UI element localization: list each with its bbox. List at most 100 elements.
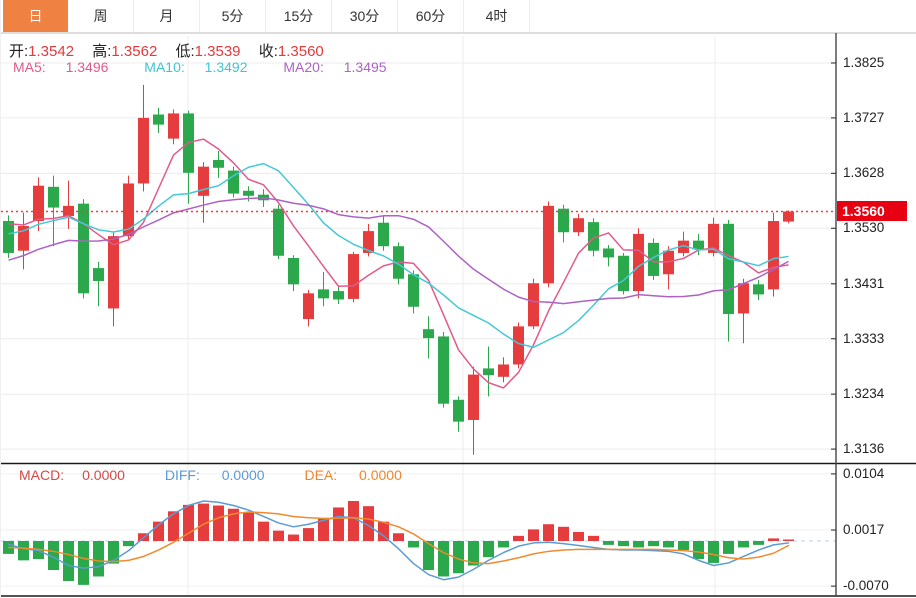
candle-body xyxy=(273,208,284,256)
macd-bar xyxy=(393,533,404,541)
candle-body xyxy=(318,289,329,299)
macd-bar xyxy=(753,541,764,545)
candle-body xyxy=(573,218,584,233)
macd-bar xyxy=(363,506,374,541)
candle-body xyxy=(708,223,719,253)
price-axis-label: 1.3727 xyxy=(843,109,885,125)
ma10-line xyxy=(8,162,789,349)
macd-bar xyxy=(738,541,749,548)
candle-body xyxy=(543,205,554,284)
macd-bar xyxy=(633,541,644,548)
macd-bar xyxy=(723,541,734,554)
macd-bar xyxy=(543,524,554,541)
candle-body xyxy=(648,242,659,276)
price-axis-label: 1.3234 xyxy=(843,386,885,402)
macd-bar xyxy=(573,531,584,541)
macd-bar xyxy=(528,529,539,541)
price-axis-label: 1.3333 xyxy=(843,330,885,346)
macd-bar xyxy=(348,501,359,541)
macd-bar xyxy=(198,503,209,541)
candle-body xyxy=(513,326,524,365)
candle-body xyxy=(348,254,359,299)
candle-body xyxy=(168,113,179,139)
macd-bar xyxy=(93,541,104,577)
macd-bar xyxy=(288,534,299,541)
candle-body xyxy=(63,205,74,216)
macd-bar xyxy=(123,541,134,547)
timeframe-tab-6[interactable]: 30分 xyxy=(332,0,398,32)
timeframe-tab-8[interactable]: 4时 xyxy=(464,0,530,32)
kline-chart[interactable]: 开:1.3542 高:1.3562 低:1.3539 收:1.3560 MA5:… xyxy=(1,33,916,598)
macd-axis-label: -0.0070 xyxy=(843,578,889,594)
chart-canvas[interactable] xyxy=(1,33,916,598)
candle-body xyxy=(288,258,299,285)
timeframe-tab-2[interactable]: 周 xyxy=(68,0,134,32)
macd-bar xyxy=(213,505,224,541)
macd-bar xyxy=(108,541,119,564)
macd-axis-label: 0.0017 xyxy=(843,522,885,538)
current-price-badge: 1.3560 xyxy=(837,201,907,222)
candle-body xyxy=(378,222,389,247)
candle-body xyxy=(228,170,239,194)
macd-bar xyxy=(78,541,89,585)
candle-body xyxy=(783,211,794,222)
candle-body xyxy=(498,364,509,377)
macd-bar xyxy=(243,512,254,541)
candle-body xyxy=(333,291,344,300)
candle-body xyxy=(198,166,209,196)
candle-body xyxy=(363,231,374,253)
macd-bar xyxy=(648,541,659,547)
macd-bar xyxy=(408,541,419,548)
ma20-line xyxy=(8,197,789,305)
macd-bar xyxy=(618,541,629,547)
timeframe-tab-7[interactable]: 60分 xyxy=(398,0,464,32)
price-axis-label: 1.3825 xyxy=(843,54,885,70)
candle-body xyxy=(138,117,149,184)
macd-bar xyxy=(588,535,599,541)
macd-bar xyxy=(513,535,524,541)
candle-body xyxy=(678,240,689,253)
timeframe-tab-5[interactable]: 15分 xyxy=(266,0,332,32)
macd-bar xyxy=(783,539,794,541)
timeframe-tab-4[interactable]: 5分 xyxy=(200,0,266,32)
candle-body xyxy=(93,268,104,281)
candle-body xyxy=(303,293,314,320)
candle-body xyxy=(618,255,629,292)
candle-body xyxy=(408,274,419,307)
macd-bar xyxy=(153,521,164,541)
price-axis-label: 1.3530 xyxy=(843,220,885,236)
candle-body xyxy=(243,190,254,196)
macd-bar xyxy=(318,518,329,541)
candle-body xyxy=(633,233,644,292)
macd-bar xyxy=(378,521,389,541)
macd-bar xyxy=(48,541,59,571)
candle-body xyxy=(3,221,14,253)
candle-body xyxy=(558,208,569,233)
macd-bar xyxy=(693,541,704,560)
candle-body xyxy=(78,203,89,294)
macd-bar xyxy=(438,541,449,577)
macd-bar xyxy=(483,541,494,558)
candle-body xyxy=(423,329,434,339)
macd-bar xyxy=(228,508,239,541)
ma5-line xyxy=(8,138,789,389)
price-axis-label: 1.3628 xyxy=(843,165,885,181)
macd-bar xyxy=(273,530,284,541)
price-axis-label: 1.3431 xyxy=(843,275,885,291)
macd-bar xyxy=(558,526,569,541)
macd-bar xyxy=(333,507,344,541)
timeframe-tab-1[interactable]: 日 xyxy=(3,0,68,32)
timeframe-tab-3[interactable]: 月 xyxy=(134,0,200,32)
macd-bar xyxy=(168,511,179,541)
macd-bar xyxy=(498,541,509,548)
candle-body xyxy=(48,186,59,208)
candle-body xyxy=(153,114,164,125)
candle-body xyxy=(483,368,494,376)
dea-line xyxy=(7,511,790,565)
candle-body xyxy=(723,223,734,315)
macd-bar xyxy=(18,541,29,561)
macd-bar xyxy=(453,541,464,574)
diff-line xyxy=(7,500,790,581)
macd-axis-label: 0.0104 xyxy=(843,465,885,481)
